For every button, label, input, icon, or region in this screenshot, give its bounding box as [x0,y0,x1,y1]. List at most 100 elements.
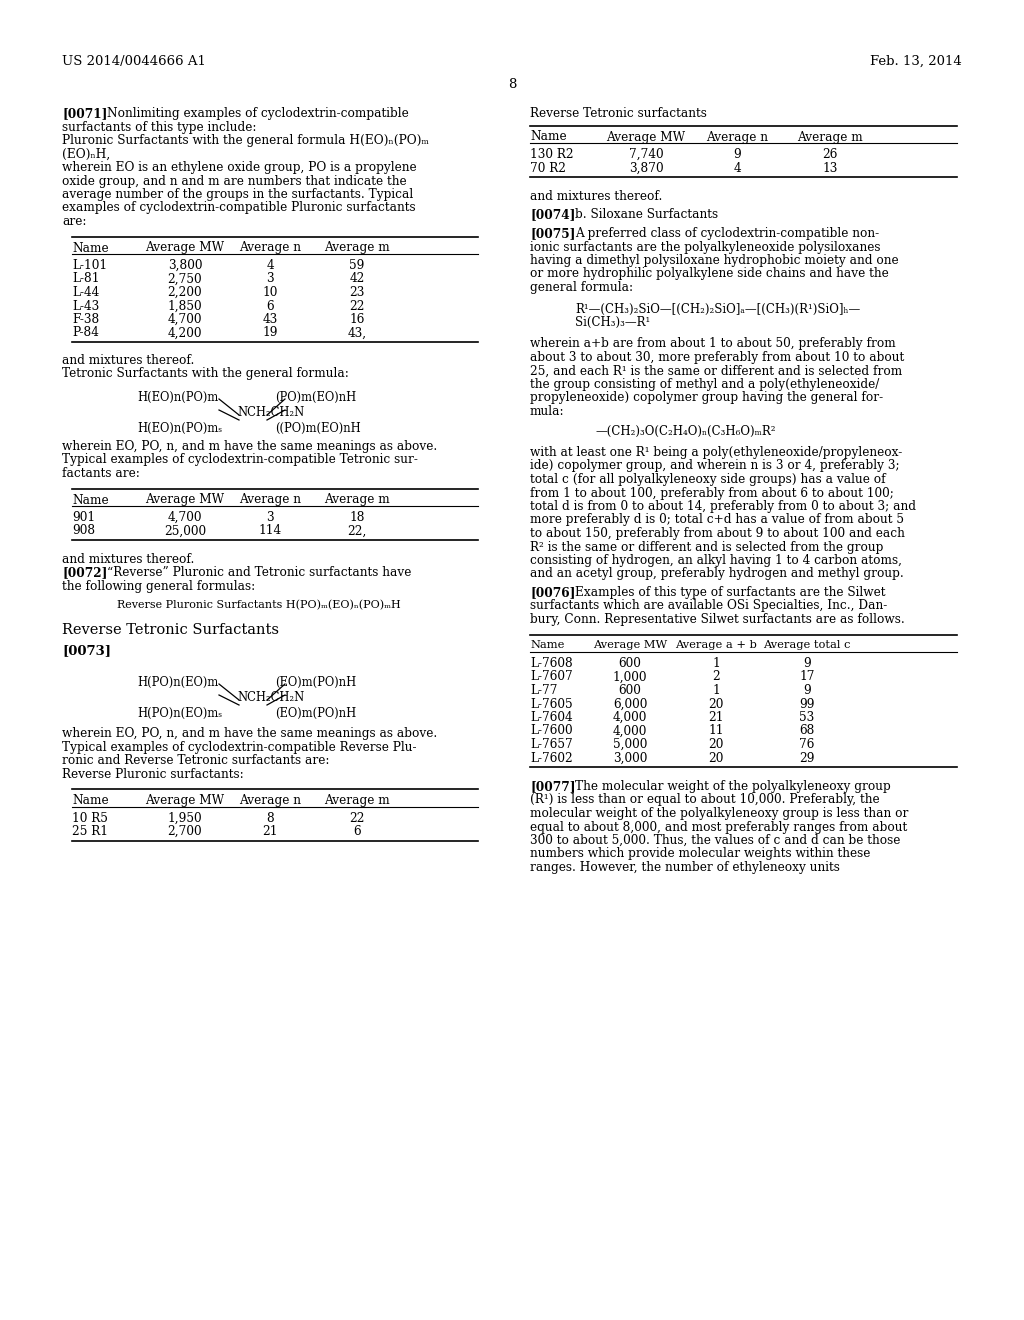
Text: molecular weight of the polyalkyleneoxy group is less than or: molecular weight of the polyalkyleneoxy … [530,807,908,820]
Text: 21: 21 [262,825,278,838]
Text: equal to about 8,000, and most preferably ranges from about: equal to about 8,000, and most preferabl… [530,821,907,833]
Text: average number of the groups in the surfactants. Typical: average number of the groups in the surf… [62,187,414,201]
Text: NCH₂CH₂N: NCH₂CH₂N [237,407,304,418]
Text: Name: Name [72,795,109,807]
Text: H(PO)n(EO)m: H(PO)n(EO)m [137,676,218,689]
Text: Reverse Pluronic surfactants:: Reverse Pluronic surfactants: [62,767,244,780]
Text: and an acetyl group, preferably hydrogen and methyl group.: and an acetyl group, preferably hydrogen… [530,568,904,581]
Text: 68: 68 [800,725,815,738]
Text: 6,000: 6,000 [612,697,647,710]
Text: 43: 43 [262,313,278,326]
Text: wherein EO, PO, n, and m have the same meanings as above.: wherein EO, PO, n, and m have the same m… [62,440,437,453]
Text: Reverse Pluronic Surfactants H(PO)ₘ(EO)ₙ(PO)ₘH: Reverse Pluronic Surfactants H(PO)ₘ(EO)ₙ… [117,599,400,610]
Text: 2,750: 2,750 [168,272,203,285]
Text: ide) copolymer group, and wherein n is 3 or 4, preferably 3;: ide) copolymer group, and wherein n is 3… [530,459,900,473]
Text: Average n: Average n [706,131,768,144]
Text: L-7608: L-7608 [530,657,572,671]
Text: to about 150, preferably from about 9 to about 100 and each: to about 150, preferably from about 9 to… [530,527,905,540]
Text: general formula:: general formula: [530,281,633,294]
Text: 3,800: 3,800 [168,259,203,272]
Text: [0074]: [0074] [530,209,575,222]
Text: Average n: Average n [239,795,301,807]
Text: The molecular weight of the polyalkyleneoxy group: The molecular weight of the polyalkylene… [575,780,891,793]
Text: H(EO)n(PO)m: H(EO)n(PO)m [137,391,218,404]
Text: Feb. 13, 2014: Feb. 13, 2014 [870,55,962,69]
Text: [0073]: [0073] [62,644,111,657]
Text: wherein EO, PO, n, and m have the same meanings as above.: wherein EO, PO, n, and m have the same m… [62,727,437,741]
Text: from 1 to about 100, preferably from about 6 to about 100;: from 1 to about 100, preferably from abo… [530,487,894,499]
Text: 4,700: 4,700 [168,313,203,326]
Text: Average m: Average m [325,795,390,807]
Text: Average MW: Average MW [145,242,224,255]
Text: L-7602: L-7602 [530,751,572,764]
Text: 17: 17 [800,671,815,684]
Text: 4: 4 [733,161,740,174]
Text: 300 to about 5,000. Thus, the values of c and d can be those: 300 to about 5,000. Thus, the values of … [530,834,900,847]
Text: 2,700: 2,700 [168,825,203,838]
Text: about 3 to about 30, more preferably from about 10 to about: about 3 to about 30, more preferably fro… [530,351,904,364]
Text: Average m: Average m [325,494,390,507]
Text: Average a + b: Average a + b [675,639,757,649]
Text: Tetronic Surfactants with the general formula:: Tetronic Surfactants with the general fo… [62,367,349,380]
Text: 20: 20 [709,751,724,764]
Text: consisting of hydrogen, an alkyl having 1 to 4 carbon atoms,: consisting of hydrogen, an alkyl having … [530,554,902,568]
Text: Si(CH₃)₃—R¹: Si(CH₃)₃—R¹ [575,315,650,329]
Text: 1,950: 1,950 [168,812,203,825]
Text: ranges. However, the number of ethyleneoxy units: ranges. However, the number of ethyleneo… [530,861,840,874]
Text: 3: 3 [266,272,273,285]
Text: Typical examples of cyclodextrin-compatible Tetronic sur-: Typical examples of cyclodextrin-compati… [62,454,418,466]
Text: wherein EO is an ethylene oxide group, PO is a propylene: wherein EO is an ethylene oxide group, P… [62,161,417,174]
Text: 26: 26 [822,148,838,161]
Text: US 2014/0044666 A1: US 2014/0044666 A1 [62,55,206,69]
Text: [0072]: [0072] [62,566,108,579]
Text: Examples of this type of surfactants are the Silwet: Examples of this type of surfactants are… [575,586,886,599]
Text: 10 R5: 10 R5 [72,812,108,825]
Text: 9: 9 [803,657,811,671]
Text: R² is the same or different and is selected from the group: R² is the same or different and is selec… [530,540,884,553]
Text: ronic and Reverse Tetronic surfactants are:: ronic and Reverse Tetronic surfactants a… [62,754,330,767]
Text: 10: 10 [262,286,278,300]
Text: 23: 23 [349,286,365,300]
Text: 22: 22 [349,812,365,825]
Text: 7,740: 7,740 [629,148,664,161]
Text: are:: are: [62,215,86,228]
Text: 3,000: 3,000 [612,751,647,764]
Text: 5,000: 5,000 [612,738,647,751]
Text: numbers which provide molecular weights within these: numbers which provide molecular weights … [530,847,870,861]
Text: 4,700: 4,700 [168,511,203,524]
Text: 1: 1 [712,684,720,697]
Text: 8: 8 [508,78,516,91]
Text: 53: 53 [800,711,815,723]
Text: Average MW: Average MW [145,795,224,807]
Text: “Reverse” Pluronic and Tetronic surfactants have: “Reverse” Pluronic and Tetronic surfacta… [106,566,412,579]
Text: Typical examples of cyclodextrin-compatible Reverse Plu-: Typical examples of cyclodextrin-compati… [62,741,417,754]
Text: total c (for all polyalkyleneoxy side groups) has a value of: total c (for all polyalkyleneoxy side gr… [530,473,886,486]
Text: 6: 6 [266,300,273,313]
Text: (EO)ₙH,: (EO)ₙH, [62,148,111,161]
Text: L-81: L-81 [72,272,99,285]
Text: 3: 3 [266,511,273,524]
Text: 22,: 22, [347,524,367,537]
Text: and mixtures thereof.: and mixtures thereof. [62,553,195,566]
Text: 19: 19 [262,326,278,339]
Text: 1,850: 1,850 [168,300,203,313]
Text: Average total c: Average total c [763,639,851,649]
Text: 9: 9 [803,684,811,697]
Text: H(PO)n(EO)mₛ: H(PO)n(EO)mₛ [137,708,222,719]
Text: L-77: L-77 [530,684,557,697]
Text: ((PO)m(EO)nH: ((PO)m(EO)nH [275,422,360,436]
Text: propyleneoxide) copolymer group having the general for-: propyleneoxide) copolymer group having t… [530,392,883,404]
Text: having a dimethyl polysiloxane hydrophobic moiety and one: having a dimethyl polysiloxane hydrophob… [530,253,899,267]
Text: Name: Name [530,131,566,144]
Text: [0077]: [0077] [530,780,575,793]
Text: total d is from 0 to about 14, preferably from 0 to about 3; and: total d is from 0 to about 14, preferabl… [530,500,916,513]
Text: 901: 901 [72,511,95,524]
Text: 76: 76 [800,738,815,751]
Text: (R¹) is less than or equal to about 10,000. Preferably, the: (R¹) is less than or equal to about 10,0… [530,793,880,807]
Text: 21: 21 [709,711,724,723]
Text: 25,000: 25,000 [164,524,206,537]
Text: 22: 22 [349,300,365,313]
Text: [0071]: [0071] [62,107,108,120]
Text: 25 R1: 25 R1 [72,825,108,838]
Text: 1: 1 [712,657,720,671]
